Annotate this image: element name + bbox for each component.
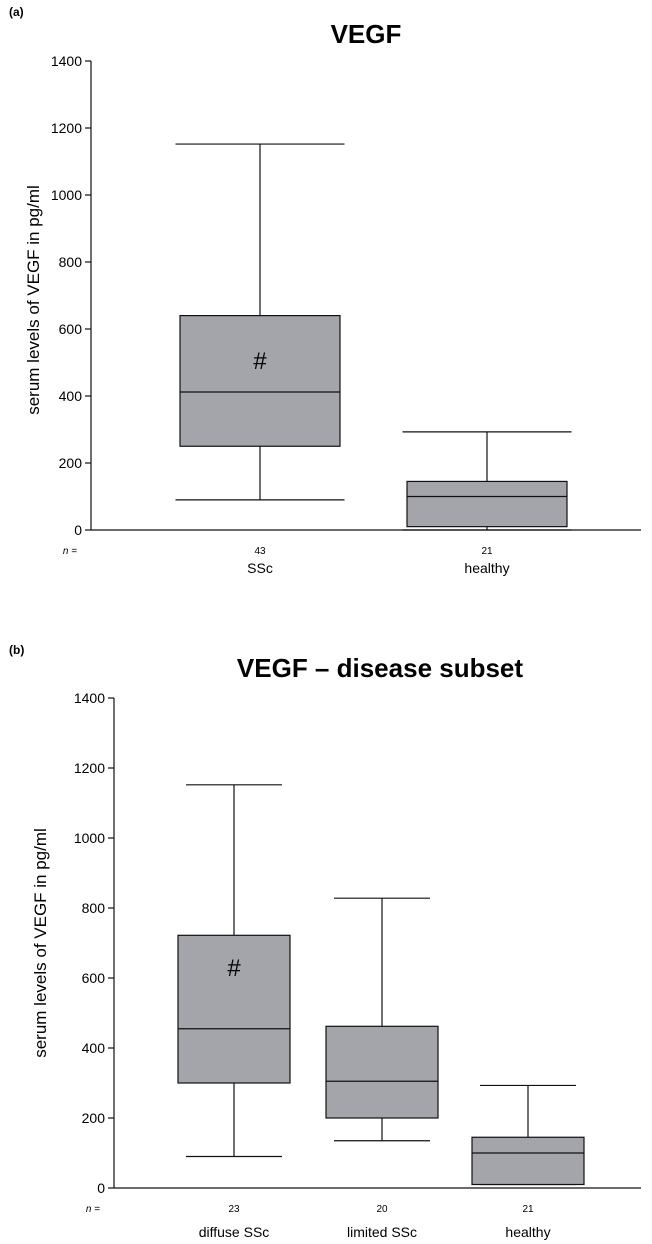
box-0: #23 diffuse SSc [177,784,291,1240]
y-tick-label: 1200 [74,760,105,776]
box-iqr [471,1136,585,1186]
chart-title: VEGF – disease subset [237,653,523,683]
panel-label: (b) [9,643,24,657]
y-tick-label: 200 [82,1110,106,1126]
box-iqr [406,480,568,528]
n-value-label: 21 [522,1204,534,1215]
n-value-label: 20 [376,1204,388,1215]
box-iqr [325,1025,439,1119]
box-0: #43 SSc [175,143,345,576]
y-tick-label: 800 [59,254,83,270]
y-tick-label: 600 [59,321,83,337]
box-iqr [179,315,341,447]
y-tick-label: 1000 [74,830,105,846]
category-label: limited SSc [347,1224,417,1240]
y-axis-label: serum levels of VEGF in pg/ml [31,828,50,1058]
box-1: 20 limited SSc [325,897,439,1240]
n-value-label: 21 [481,546,493,557]
box-1: 21 healthy [402,431,572,576]
chart-panel-a: (a) VEGF serum levels of VEGF in pg/ml 0 200… [9,5,641,576]
y-axis-label: serum levels of VEGF in pg/ml [24,185,43,415]
category-label: healthy [464,560,509,576]
n-value-label: 23 [228,1204,240,1215]
category-label: diffuse SSc [199,1224,270,1240]
y-tick-label: 0 [74,522,82,538]
y-tick-label: 1400 [74,690,105,706]
y-tick-label: 0 [97,1180,105,1196]
box-iqr [177,934,291,1084]
y-tick-label: 1000 [51,187,82,203]
n-value-label: 43 [254,546,266,557]
significance-mark: # [253,348,267,375]
y-tick-label: 400 [59,388,83,404]
category-label: SSc [247,560,273,576]
y-tick-label: 1200 [51,120,82,136]
category-label: healthy [505,1224,550,1240]
chart-title: VEGF [331,19,402,49]
n-prefix-label: n = [63,546,77,557]
y-tick-label: 200 [59,455,83,471]
n-prefix-label: n = [86,1204,100,1215]
y-tick-label: 400 [82,1040,106,1056]
y-tick-label: 600 [82,970,106,986]
y-tick-label: 1400 [51,53,82,69]
significance-mark: # [227,955,241,982]
chart-panel-b: (b) VEGF – disease subset serum levels of … [9,643,641,1240]
panel-label: (a) [9,5,24,19]
y-tick-label: 800 [82,900,106,916]
box-2: 21 healthy [471,1084,585,1240]
